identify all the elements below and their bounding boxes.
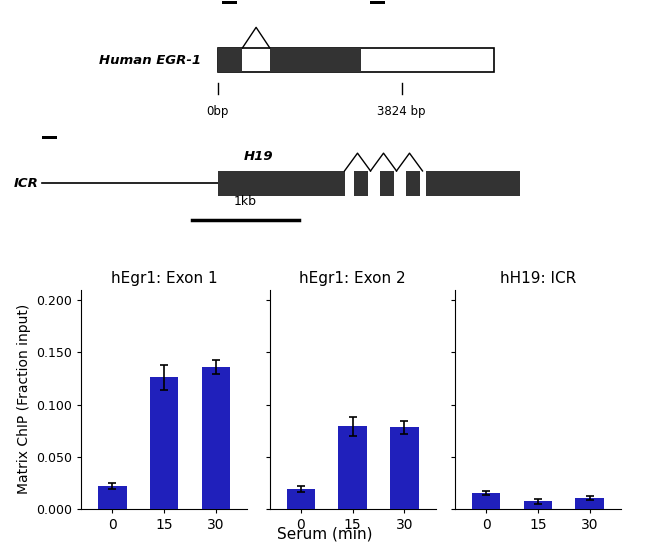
Bar: [380, 171, 394, 196]
Bar: [575, 498, 604, 509]
Y-axis label: Matrix ChIP (Fraction input): Matrix ChIP (Fraction input): [17, 304, 31, 494]
Bar: [150, 377, 178, 509]
Bar: [472, 493, 500, 509]
Text: 3824 bp: 3824 bp: [378, 105, 426, 118]
Bar: [370, 1, 385, 4]
Bar: [390, 427, 419, 509]
Bar: [354, 171, 368, 196]
Bar: [287, 489, 315, 509]
Title: hEgr1: Exon 2: hEgr1: Exon 2: [299, 271, 406, 286]
Bar: [270, 48, 361, 72]
Title: hEgr1: Exon 1: hEgr1: Exon 1: [111, 271, 218, 286]
Bar: [202, 367, 230, 509]
Bar: [218, 48, 494, 72]
Bar: [42, 136, 57, 139]
Bar: [426, 171, 520, 196]
Text: Human EGR-1: Human EGR-1: [99, 54, 202, 67]
Bar: [218, 48, 242, 72]
Text: H19: H19: [244, 150, 274, 162]
Bar: [406, 171, 420, 196]
Bar: [222, 1, 237, 4]
Text: 0bp: 0bp: [207, 105, 229, 118]
Bar: [218, 171, 344, 196]
Bar: [98, 486, 127, 509]
Bar: [339, 427, 367, 509]
Text: Serum (min): Serum (min): [278, 527, 372, 542]
Text: 1kb: 1kb: [234, 195, 257, 208]
Title: hH19: ICR: hH19: ICR: [500, 271, 576, 286]
Text: ICR: ICR: [14, 177, 39, 190]
Bar: [524, 502, 552, 509]
